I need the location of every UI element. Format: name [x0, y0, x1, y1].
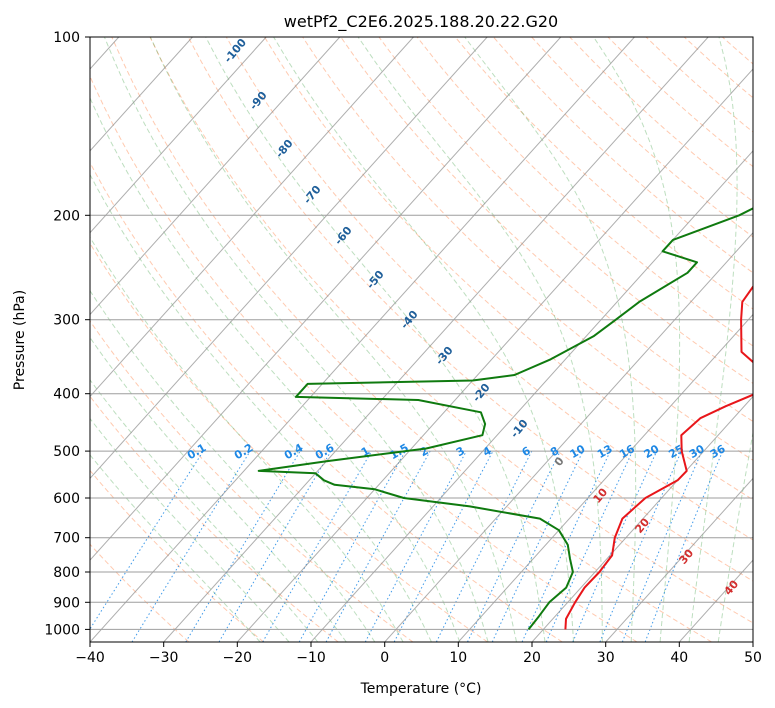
dry-adiabat [90, 75, 638, 642]
isotherm [531, 395, 753, 642]
mixing-ratio-line [435, 450, 533, 642]
mixing-ratio-line [621, 450, 703, 642]
dry-adiabat [90, 469, 264, 642]
x-tick-label: −10 [296, 650, 326, 666]
isotherm [163, 37, 709, 642]
lines-group [257, 207, 753, 631]
dry-adiabat [187, 37, 753, 582]
moist-adiabat [90, 378, 319, 642]
x-tick-label: 30 [597, 650, 615, 666]
y-axis-label: Pressure (hPa) [12, 290, 28, 390]
dry-adiabat [340, 37, 753, 423]
dry-adiabat [454, 37, 753, 310]
isotherm [457, 313, 753, 642]
isotherm [605, 477, 753, 642]
isotherm [236, 68, 753, 642]
moist-adiabat [593, 37, 681, 642]
y-tick-label: 800 [53, 565, 80, 581]
x-tick-label: −30 [149, 650, 179, 666]
y-tick-label: 500 [53, 444, 80, 460]
y-tick-label: 200 [53, 208, 80, 224]
chart-title: wetPf2_C2E6.2025.188.20.22.G20 [284, 12, 558, 32]
mixing-ratio-line [644, 450, 724, 642]
isotherm [310, 150, 753, 642]
y-tick-label: 900 [53, 595, 80, 611]
x-tick-label: 20 [523, 650, 541, 666]
moist-adiabat [90, 96, 461, 642]
isotherm [90, 37, 414, 398]
mixing-ratio-line [364, 450, 467, 642]
isotherm [90, 37, 341, 316]
plot-grid: 0.1 0.2 0.4 0.6 1 1.5 2 3 4 6 8 10 13 16 20 25 30 36-100-… [90, 37, 753, 642]
moist-adiabat [90, 417, 290, 642]
y-tick-label: 700 [53, 531, 80, 547]
mixing-ratio-line [298, 450, 406, 642]
x-tick-label: −20 [223, 650, 253, 666]
x-tick-label: 50 [744, 650, 762, 666]
isotherm [90, 37, 562, 561]
mixing-ratio-line [90, 450, 204, 630]
y-tick-label: 600 [53, 491, 80, 507]
mixing-ratio-line [545, 450, 633, 642]
y-tick-label: 100 [53, 30, 80, 46]
dry-adiabat [90, 242, 488, 642]
moist-adiabat [90, 289, 376, 642]
dry-adiabat [111, 37, 712, 642]
x-tick-label: 0 [380, 650, 389, 666]
isotherm [90, 37, 488, 480]
dry-adiabat [264, 37, 753, 501]
dewpoint-profile-line [257, 207, 753, 631]
plot-frame [89, 36, 754, 643]
mixing-ratio-line [325, 450, 431, 642]
moist-adiabat [90, 173, 432, 642]
moist-adiabat [688, 37, 738, 642]
moist-adiabat [717, 430, 753, 642]
moist-adiabat [90, 454, 261, 642]
isotherm [90, 37, 635, 642]
x-tick-label: 10 [449, 650, 467, 666]
y-tick-label: 1000 [44, 622, 80, 638]
moist-adiabat [273, 37, 575, 642]
x-tick-label: −40 [75, 650, 105, 666]
moist-adiabat [149, 37, 517, 642]
y-tick-label: 300 [53, 313, 80, 329]
mixing-ratio-line [599, 450, 682, 642]
dry-adiabat [416, 37, 753, 347]
temperature-profile-line [564, 285, 753, 630]
isotherm [90, 37, 267, 234]
isotherm [384, 232, 753, 642]
y-tick-label: 400 [53, 387, 80, 403]
x-axis-label: Temperature (°C) [360, 681, 482, 697]
moist-adiabat [205, 37, 546, 642]
moist-adiabat [103, 37, 489, 642]
moist-adiabat [357, 37, 603, 642]
isotherm [90, 37, 193, 152]
x-tick-label: 40 [670, 650, 688, 666]
moist-adiabat [464, 37, 637, 642]
moist-adiabat [90, 236, 404, 642]
axis-ticks: −40 −30 −20 −10 0 10 20 30 40 50 100 200 300 400 500 60… [44, 30, 762, 666]
dry-adiabat [149, 37, 753, 624]
